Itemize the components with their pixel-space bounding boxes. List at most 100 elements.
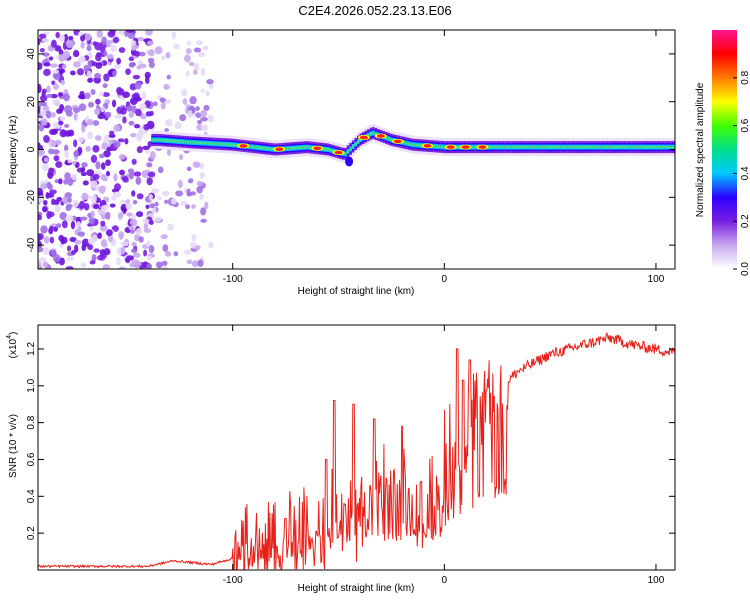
ridge-peak bbox=[514, 145, 518, 149]
noise-cell bbox=[95, 98, 101, 105]
ridge-peak bbox=[496, 145, 500, 149]
noise-cell bbox=[171, 31, 177, 40]
noise-cell bbox=[208, 84, 214, 89]
noise-cell bbox=[90, 180, 98, 188]
noise-cell bbox=[145, 30, 153, 36]
noise-cell bbox=[57, 92, 64, 97]
x-tick-label: 0 bbox=[442, 274, 448, 285]
noise-cell bbox=[80, 34, 86, 42]
spectrogram-ylabel: Frequency (Hz) bbox=[8, 116, 19, 185]
noise-cell bbox=[164, 199, 169, 204]
noise-cell bbox=[128, 225, 134, 230]
ridge-peak bbox=[633, 145, 637, 149]
noise-cell bbox=[51, 198, 56, 206]
noise-cell bbox=[200, 207, 207, 216]
noise-cell bbox=[200, 88, 205, 93]
ridge-peak bbox=[649, 145, 653, 149]
noise-cell bbox=[125, 258, 131, 264]
noise-cell bbox=[203, 104, 210, 111]
noise-cell bbox=[89, 225, 94, 231]
ridge-peak bbox=[585, 145, 589, 149]
noise-cell bbox=[199, 172, 205, 179]
noise-cell bbox=[87, 131, 94, 140]
noise-cell bbox=[89, 260, 96, 265]
noise-cell bbox=[208, 241, 214, 249]
ridge-peak bbox=[567, 145, 571, 149]
noise-cell bbox=[164, 128, 169, 133]
noise-cell bbox=[106, 229, 113, 237]
ridge-peak bbox=[494, 145, 498, 149]
noise-cell bbox=[173, 251, 179, 257]
noise-cell bbox=[147, 171, 156, 178]
ridge-peak bbox=[583, 145, 586, 149]
noise-cell bbox=[133, 123, 141, 129]
noise-cell bbox=[92, 41, 98, 47]
noise-cell bbox=[164, 119, 173, 127]
noise-cell bbox=[125, 68, 131, 75]
noise-cell bbox=[189, 96, 197, 105]
noise-cell bbox=[42, 52, 50, 57]
ridge-peak bbox=[293, 146, 297, 150]
noise-cell bbox=[166, 74, 171, 80]
noise-cell bbox=[65, 266, 74, 269]
ridge-peak bbox=[222, 142, 226, 146]
x-tick-label: -100 bbox=[223, 274, 243, 285]
hot-spot-core bbox=[313, 146, 322, 151]
noise-cell bbox=[52, 71, 61, 80]
ridge-peak bbox=[389, 138, 393, 141]
ridge-peak bbox=[298, 146, 302, 149]
noise-cell bbox=[120, 199, 126, 205]
y-tick-label: 1.0 bbox=[26, 378, 37, 392]
noise-cell bbox=[80, 172, 87, 177]
ridge-peak bbox=[351, 145, 355, 148]
ridge-peak bbox=[288, 147, 292, 150]
noise-cell bbox=[130, 248, 138, 253]
ridge-peak bbox=[618, 145, 622, 149]
noise-cell bbox=[131, 93, 139, 99]
ridge-peak bbox=[575, 145, 579, 149]
noise-cell bbox=[146, 240, 151, 247]
ridge-peak bbox=[158, 138, 162, 142]
ridge-peak bbox=[214, 142, 218, 145]
ridge-peak bbox=[387, 137, 391, 141]
ridge-peak bbox=[516, 145, 520, 149]
ridge-peak bbox=[209, 142, 213, 145]
noise-cell bbox=[66, 245, 72, 252]
noise-cell bbox=[111, 195, 117, 201]
noise-cell bbox=[108, 130, 115, 135]
ridge-peak bbox=[374, 132, 378, 136]
colorbar-tick-label: 0.0 bbox=[740, 262, 750, 276]
noise-cell bbox=[93, 248, 100, 253]
ridge-peak bbox=[605, 145, 609, 149]
noise-cell bbox=[83, 202, 90, 211]
ridge-peak bbox=[638, 145, 642, 149]
noise-cell bbox=[143, 223, 149, 230]
ridge-peak bbox=[191, 141, 195, 144]
ridge-peak bbox=[257, 146, 261, 149]
ridge-peak bbox=[544, 145, 548, 149]
ridge-peak bbox=[349, 147, 353, 151]
noise-cell bbox=[128, 62, 135, 68]
noise-cell bbox=[129, 132, 137, 138]
ridge-peak bbox=[252, 145, 256, 149]
noise-cell bbox=[177, 179, 183, 189]
ridge-peak bbox=[524, 145, 528, 149]
noise-cell bbox=[122, 116, 127, 124]
noise-cell bbox=[118, 30, 126, 35]
ridge-peak bbox=[598, 145, 602, 149]
noise-cell bbox=[185, 70, 190, 77]
ridge-peak bbox=[323, 147, 327, 151]
noise-cell bbox=[205, 90, 210, 97]
noise-cell bbox=[130, 40, 137, 47]
ridge-peak bbox=[260, 146, 264, 150]
noise-cell bbox=[199, 193, 204, 200]
noise-cell bbox=[139, 103, 147, 110]
noise-cell bbox=[101, 142, 108, 150]
y-tick-label: 40 bbox=[26, 48, 37, 60]
noise-cell bbox=[94, 72, 102, 79]
ridge-peak bbox=[593, 145, 597, 149]
noise-cell bbox=[103, 73, 110, 82]
y-tick-label: 0.2 bbox=[26, 526, 37, 540]
noise-cell bbox=[142, 145, 150, 150]
